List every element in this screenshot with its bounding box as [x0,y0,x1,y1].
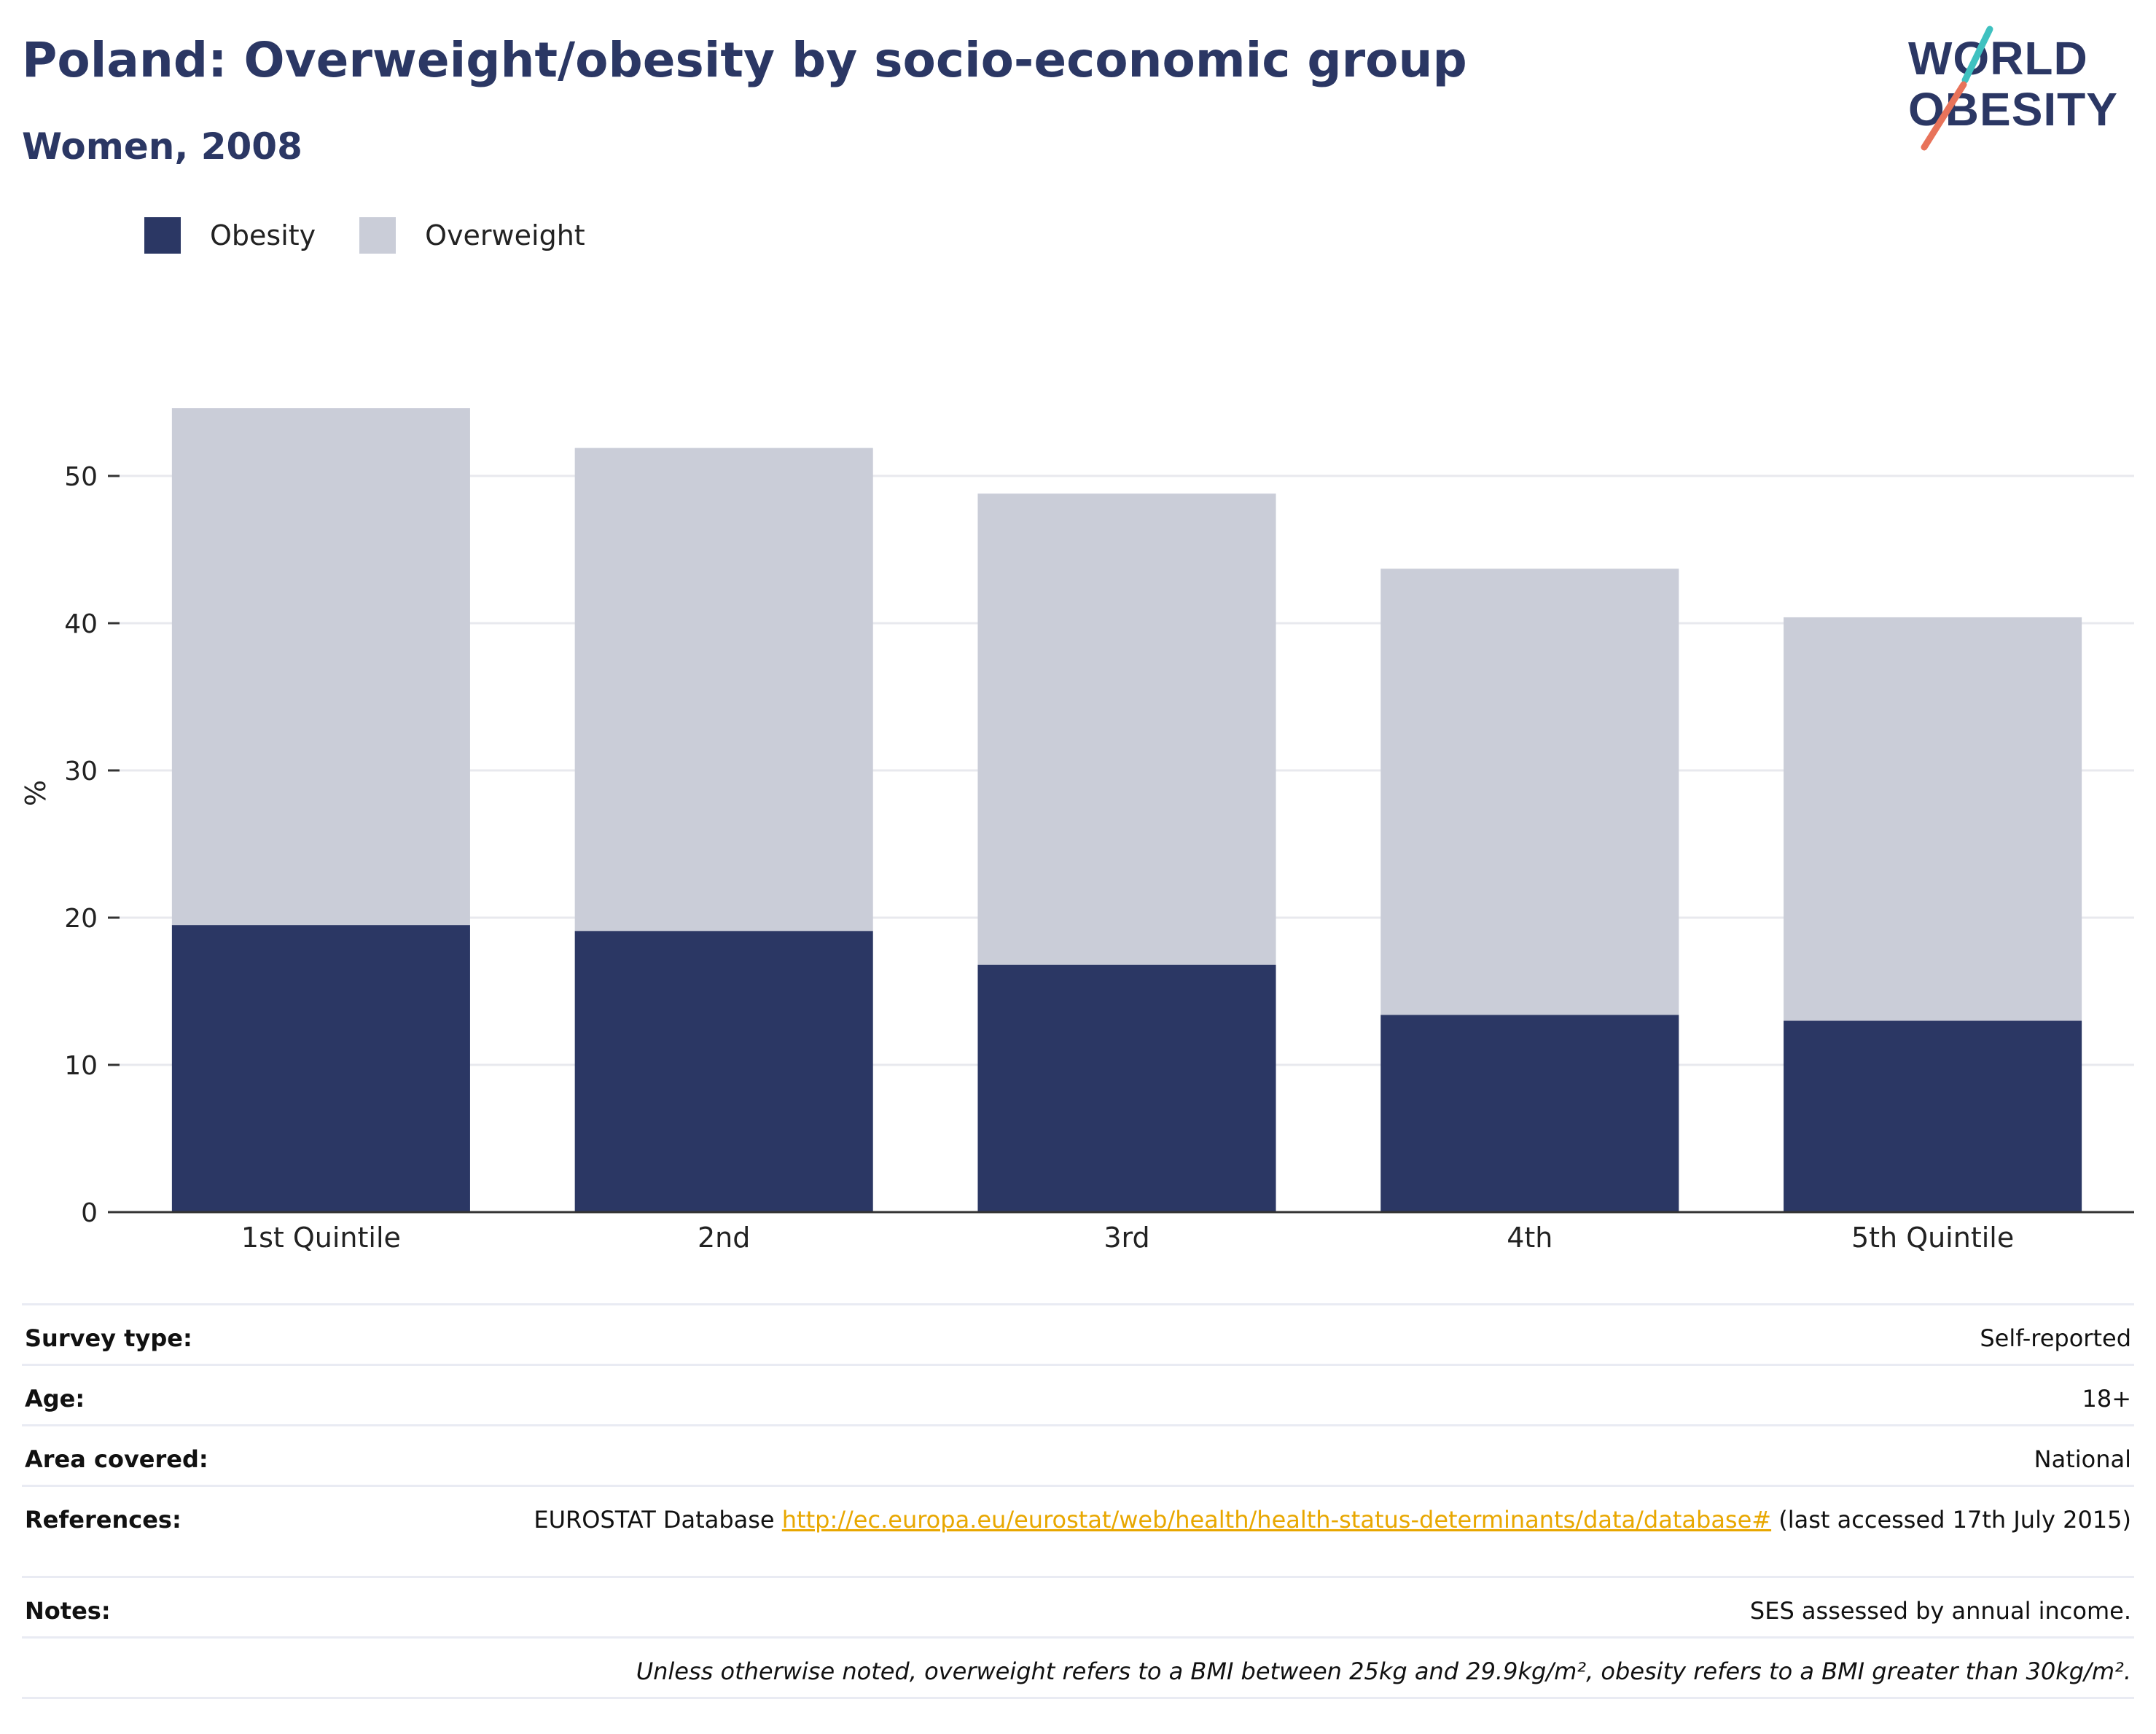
notes-label: Notes: [22,1576,245,1638]
meta-row-references: References: EUROSTAT Database http://ec.… [22,1485,2134,1577]
legend-label-overweight: Overweight [425,219,585,251]
x-tick-label-1: 1st Quintile [241,1222,401,1254]
meta-row-survey-type: Survey type: Self-reported [22,1303,2134,1365]
notes-value: SES assessed by annual income. [245,1576,2134,1638]
chart-subtitle: Women, 2008 [22,125,302,168]
x-axis: 1st Quintile 2nd 3rd 4th 5th Quintile [120,1211,2134,1254]
bar-overweight-1[interactable] [171,408,470,926]
bar-obesity-5[interactable] [1784,1020,2082,1212]
x-tick-label-2: 2nd [698,1222,750,1254]
x-tick-label-5: 5th Quintile [1851,1222,2014,1254]
area-label: Area covered: [22,1424,245,1486]
bar-obesity-3[interactable] [977,964,1276,1212]
legend-item-obesity[interactable]: Obesity [144,217,316,254]
references-prefix: EUROSTAT Database [534,1506,782,1534]
y-tick-label-50: 50 [64,462,98,492]
legend-swatch-obesity [144,217,181,254]
bar-overweight-4[interactable] [1380,569,1679,1015]
metadata-table: Survey type: Self-reported Age: 18+ Area… [22,1303,2134,1699]
bar-overweight-3[interactable] [977,493,1276,965]
meta-row-age: Age: 18+ [22,1364,2134,1426]
references-link[interactable]: http://ec.europa.eu/eurostat/web/health/… [781,1506,1772,1534]
x-tick-label-3: 3rd [1104,1222,1149,1254]
references-value: EUROSTAT Database http://ec.europa.eu/eu… [245,1485,2134,1577]
x-tick-label-4: 4th [1507,1222,1552,1254]
legend-item-overweight[interactable]: Overweight [359,217,585,254]
age-label: Age: [22,1364,245,1426]
y-axis: 0 10 20 30 40 50 [64,462,120,1228]
bar-overweight-5[interactable] [1784,617,2082,1021]
stacked-bar-chart: 0 10 20 30 40 50 1st Quintile 2nd 3rd 4th 5th Qui… [20,408,2134,1254]
y-tick-label-30: 30 [64,757,98,786]
references-suffix: (last accessed 17th July 2015) [1771,1506,2131,1534]
chart-title: Poland: Overweight/obesity by socio-econ… [22,32,1467,88]
legend-label-obesity: Obesity [210,219,316,251]
references-label: References: [22,1485,245,1577]
bar-obesity-4[interactable] [1380,1015,1679,1212]
y-tick-label-40: 40 [64,609,98,639]
y-tick-label-0: 0 [81,1198,98,1228]
legend: Obesity Overweight [144,217,629,254]
bars [171,408,2082,1212]
legend-swatch-overweight [359,217,397,254]
logo-text-obesity: OBESITY [1908,83,2118,136]
age-value: 18+ [245,1364,2134,1426]
y-tick-label-20: 20 [64,904,98,934]
area-value: National [245,1424,2134,1486]
world-obesity-logo: WORLD OBESITY [1908,26,2118,151]
survey-type-value: Self-reported [245,1303,2134,1365]
bar-obesity-2[interactable] [574,931,873,1212]
y-tick-label-10: 10 [64,1051,98,1081]
bmi-footnote: Unless otherwise noted, overweight refer… [245,1636,2134,1699]
logo-text-world: WORLD [1908,32,2088,85]
bar-obesity-1[interactable] [171,925,470,1212]
meta-row-area: Area covered: National [22,1424,2134,1486]
bar-overweight-2[interactable] [574,448,873,932]
y-axis-label: % [20,780,52,806]
meta-row-notes: Notes: SES assessed by annual income. [22,1576,2134,1638]
meta-row-footnote: Unless otherwise noted, overweight refer… [22,1636,2134,1699]
survey-type-label: Survey type: [22,1303,245,1365]
